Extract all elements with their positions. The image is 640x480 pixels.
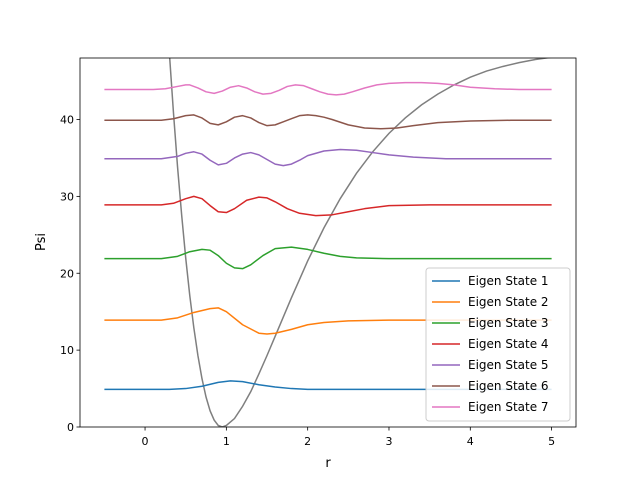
plot-lines (104, 58, 552, 427)
plot-frame (79, 57, 577, 428)
x-tick-label: 4 (467, 435, 474, 448)
series-line-eigen-state-4 (104, 195, 552, 217)
y-tick-label: 30 (60, 190, 74, 203)
y-tick-label: 40 (60, 114, 74, 127)
series-line-eigen-state-5 (104, 148, 552, 167)
legend-label: Eigen State 3 (468, 316, 549, 330)
x-tick-label: 5 (548, 435, 555, 448)
series-line-eigen-state-7 (104, 81, 552, 96)
x-tick-label: 1 (223, 435, 230, 448)
x-axis-label: r (325, 456, 331, 471)
potential-curve (168, 58, 552, 427)
legend-label: Eigen State 4 (468, 337, 549, 351)
y-axis-ticks: 0 10 20 30 40 (60, 114, 80, 434)
legend-label: Eigen State 5 (468, 358, 549, 372)
series-line-eigen-state-2 (104, 307, 552, 335)
y-tick-label: 20 (60, 267, 74, 280)
legend: Eigen State 1 Eigen State 2 Eigen State 3 E… (425, 267, 571, 422)
x-tick-label: 0 (142, 435, 149, 448)
legend-label: Eigen State 1 (468, 274, 549, 288)
series-line-eigen-state-3 (104, 246, 552, 270)
x-tick-label: 3 (385, 435, 392, 448)
x-axis-ticks: 0 1 2 3 4 5 (142, 427, 555, 448)
legend-label: Eigen State 2 (468, 295, 549, 309)
series-line-eigen-state-6 (104, 114, 552, 130)
legend-label: Eigen State 6 (468, 379, 549, 393)
y-tick-label: 0 (67, 421, 74, 434)
x-tick-label: 2 (304, 435, 311, 448)
y-axis-label: Psi (34, 233, 49, 251)
y-tick-label: 10 (60, 344, 74, 357)
legend-label: Eigen State 7 (468, 400, 549, 414)
legend-box (425, 267, 571, 422)
